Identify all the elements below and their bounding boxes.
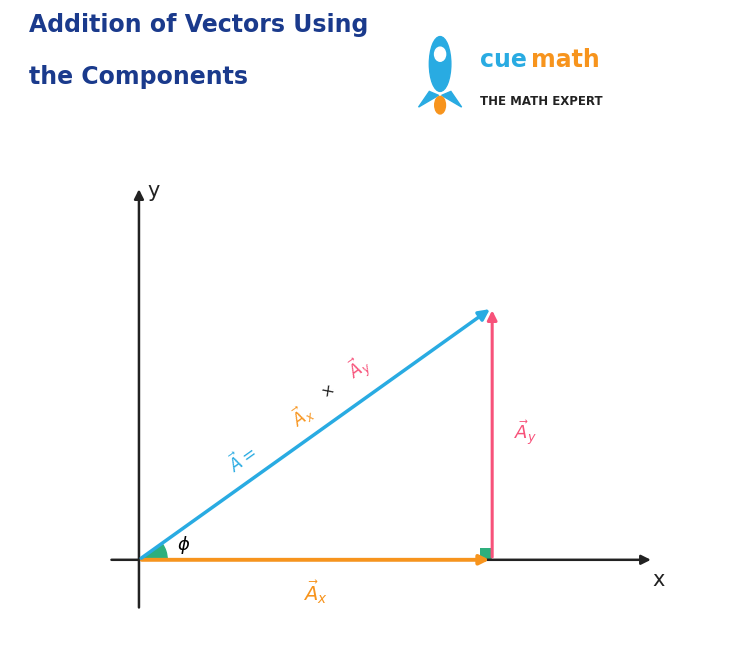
- Ellipse shape: [435, 96, 446, 114]
- Text: $\vec{A}_y$: $\vec{A}_y$: [515, 419, 537, 448]
- Text: cue: cue: [480, 48, 527, 72]
- Text: $\times$: $\times$: [318, 381, 337, 401]
- Text: the Components: the Components: [29, 65, 248, 89]
- Text: y: y: [147, 182, 159, 201]
- Text: $\vec{A}_x$: $\vec{A}_x$: [287, 399, 319, 432]
- Polygon shape: [441, 91, 462, 107]
- Bar: [480, 548, 492, 560]
- Wedge shape: [139, 543, 167, 560]
- Text: math: math: [531, 48, 600, 72]
- Polygon shape: [419, 91, 438, 107]
- Text: Addition of Vectors Using: Addition of Vectors Using: [29, 13, 369, 37]
- Text: $\vec{A}=$: $\vec{A}=$: [224, 441, 261, 476]
- Circle shape: [435, 47, 446, 61]
- Ellipse shape: [430, 37, 451, 91]
- Text: ϕ: ϕ: [177, 535, 189, 554]
- Text: x: x: [652, 570, 665, 590]
- Text: $\vec{A}_x$: $\vec{A}_x$: [303, 578, 328, 605]
- Text: THE MATH EXPERT: THE MATH EXPERT: [480, 95, 603, 108]
- Text: $\vec{A}_y$: $\vec{A}_y$: [343, 351, 377, 387]
